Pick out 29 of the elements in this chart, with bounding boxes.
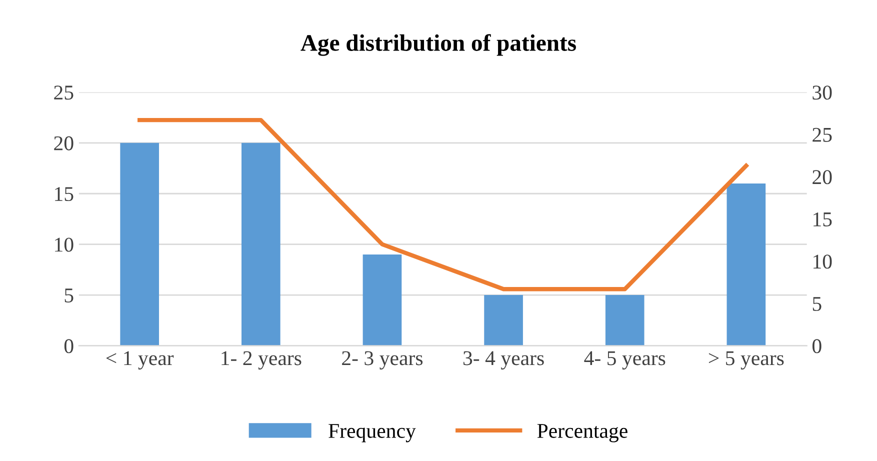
chart-title: Age distribution of patients [300,34,576,56]
x-tick-label: < 1 year [106,351,174,370]
bar [241,142,280,346]
y-tick-label: 20 [54,136,74,150]
y2-tick-label: 15 [814,212,832,226]
y-tick-label: 0 [64,339,74,354]
y-tick-label: 15 [55,187,74,202]
bar [362,254,402,346]
x-tick-label: 1- 2 years [222,351,302,370]
y-tick-label: 10 [55,238,74,252]
y2-tick-label: 5 [812,297,822,311]
y-tick-label: 25 [54,86,74,100]
bar [726,183,766,346]
bar [484,295,523,346]
legend-label: Percentage [537,424,628,442]
x-tick-label: 3- 4 years [463,351,544,370]
y2-tick-label: 0 [812,339,822,354]
y-tick-label: 5 [64,288,74,302]
x-tick-label: > 5 years [708,351,784,370]
bar [605,295,644,346]
line-series [138,118,748,292]
y2-tick-label: 30 [812,86,832,100]
y2-tick-label: 25 [812,128,832,142]
legend-label: Frequency [328,424,416,442]
x-tick-label: 4- 5 years [584,351,666,370]
x-tick-label: 2- 3 years [342,351,423,370]
bar [120,142,159,346]
y2-tick-label: 10 [814,254,832,269]
y2-tick-label: 20 [812,170,832,184]
